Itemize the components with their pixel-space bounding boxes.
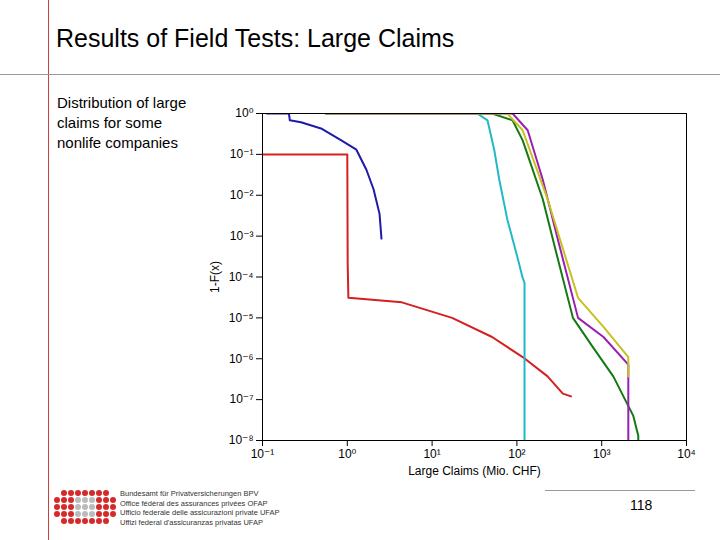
svg-text:10²: 10² (508, 447, 525, 461)
svg-text:10⁻¹: 10⁻¹ (251, 447, 275, 461)
html-text:Bundesamt für Privatversicheru: Bundesamt für Privatversicherungen BPV (120, 489, 259, 498)
svg-text:10⁻⁷: 10⁻⁷ (229, 392, 253, 406)
svg-text:10⁻¹: 10⁻¹ (230, 147, 254, 161)
svg-text:10⁻³: 10⁻³ (230, 229, 254, 243)
html-text:Uffizi federal d'assicuranzas: Uffizi federal d'assicuranzas privatas U… (120, 517, 263, 527)
svg-text:10⁻⁴: 10⁻⁴ (229, 270, 254, 284)
html-text:Results of Field Tests: Large: Results of Field Tests: Large Claims (56, 24, 455, 52)
svg-text:10⁻⁸: 10⁻⁸ (229, 433, 254, 447)
svg-text:10⁴: 10⁴ (677, 447, 696, 461)
svg-text:10⁰: 10⁰ (338, 447, 356, 461)
html-text:118: 118 (630, 497, 653, 513)
svg-text:10⁰: 10⁰ (235, 106, 253, 120)
svg-text:10⁻⁵: 10⁻⁵ (229, 311, 254, 325)
svg-text:10¹: 10¹ (423, 447, 440, 461)
svg-text:Large Claims (Mio. CHF): Large Claims (Mio. CHF) (408, 464, 541, 478)
svg-text:10⁻⁶: 10⁻⁶ (229, 352, 254, 366)
svg-text:10³: 10³ (593, 447, 610, 461)
html-text:Distribution of large claims f: Distribution of large claims for some no… (57, 94, 187, 151)
svg-text:10⁻²: 10⁻² (230, 188, 254, 202)
svg-text:1-F(x): 1-F(x) (208, 261, 222, 293)
html-text:Office fédéral des assurances: Office fédéral des assurances privées OF… (120, 498, 268, 508)
html-text:Ufficio federale delle assicur: Ufficio federale delle assicurazioni pri… (120, 508, 280, 517)
